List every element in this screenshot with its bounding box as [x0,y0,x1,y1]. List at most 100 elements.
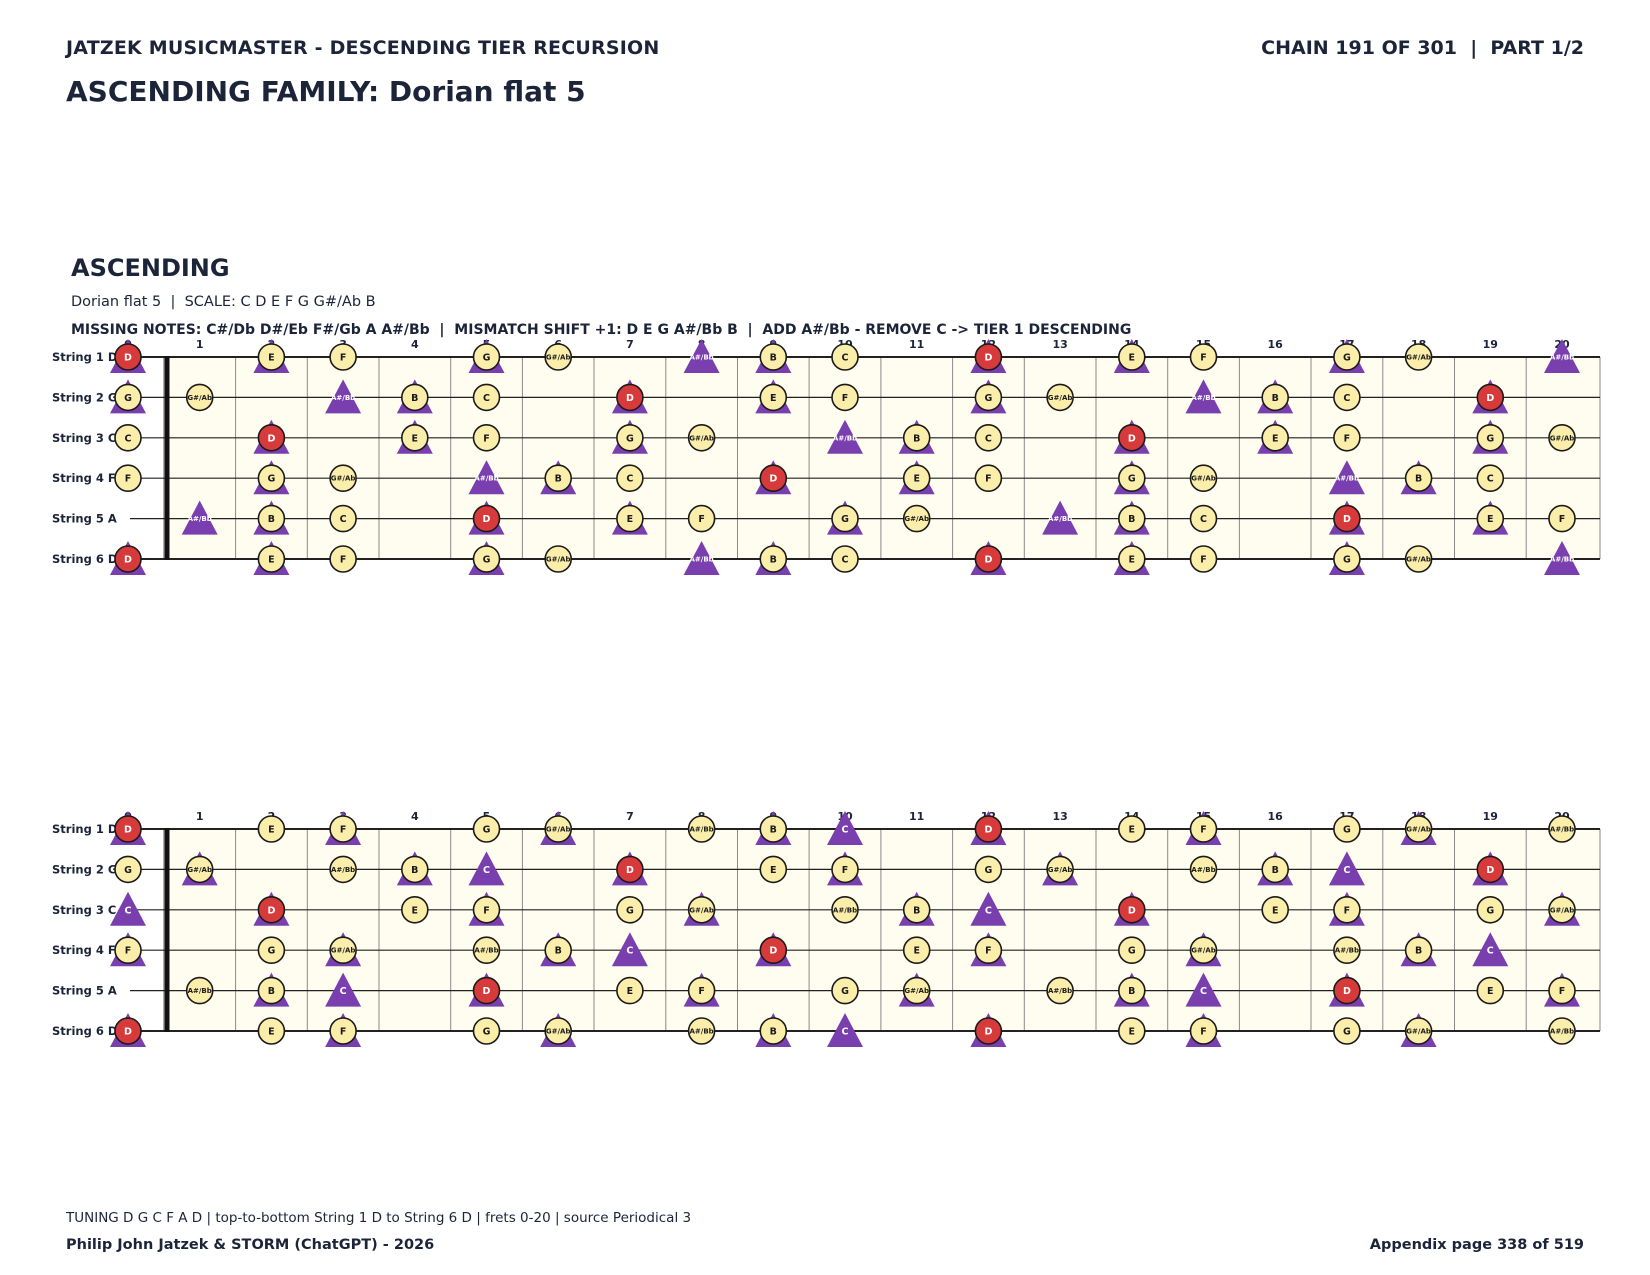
note-marker [257,936,286,964]
note-label: G [1486,433,1494,444]
note-c: C [114,424,142,452]
note-e: E [1118,815,1146,843]
note-marker [831,976,859,1005]
note-marker [1333,424,1361,452]
note-label: G [626,433,634,444]
note-marker [759,855,788,884]
note-marker [1548,976,1576,1005]
note-f: F [687,504,716,533]
note-label: F [698,986,705,997]
note-marker [544,545,573,573]
note-f: F [325,811,362,845]
note-label: C [1487,946,1494,957]
note-c: C [827,811,863,845]
note-label: G#/Ab [1048,866,1073,874]
note-label: A#/Bb [1335,947,1359,955]
note-label: E [913,474,920,485]
note-marker [1476,464,1505,492]
note-label: D [124,353,132,364]
fretboard-descending: String 1 D String 2 G String 3 C String 4 F… [52,810,1601,1047]
note-label: G#/Ab [1550,906,1575,914]
note-marker [114,464,142,492]
root-note-marker [1333,504,1361,533]
note-label: G [267,946,275,957]
family-title: ASCENDING FAMILY: Dorian flat 5 [66,75,586,108]
note-marker [472,815,501,843]
note-label: A#/Bb [188,515,212,523]
note-b: B [898,891,935,926]
note-gs-ab: G#/Ab [1400,811,1437,845]
note-label: C [340,514,347,525]
note-label: E [770,865,777,876]
note-g: G [970,379,1007,414]
note-marker [1548,424,1576,452]
note-b: B [1113,972,1150,1007]
root-note-marker [114,1017,142,1045]
note-g: G [611,419,648,454]
note-d: D [970,541,1007,575]
note-marker [616,424,644,452]
note-label: G#/Ab [1191,947,1216,955]
note-c: C [1472,932,1509,967]
note-label: E [1487,514,1494,525]
root-note-marker [472,976,501,1005]
note-label: G [1128,946,1136,957]
note-marker [1548,815,1576,843]
note-label: E [412,433,419,444]
triangle-marker [1185,972,1222,1007]
fret-number: 4 [411,338,419,351]
note-label: D [124,555,132,566]
triangle-marker [325,379,362,414]
note-b: B [396,851,433,886]
note-label: F [1200,1027,1207,1038]
note-label: A#/Bb [690,556,714,564]
note-marker [1189,815,1218,843]
note-marker [974,424,1003,452]
note-marker [974,464,1003,492]
string-label: String 3 C [52,431,116,445]
note-as-bb: A#/Bb [683,339,720,373]
note-marker [1476,896,1505,924]
board-background [167,829,1600,1031]
note-marker [544,1017,573,1045]
note-marker [472,896,501,924]
triangle-marker [1544,541,1580,575]
note-label: G#/Ab [1048,394,1073,402]
scale-line: Dorian flat 5 | SCALE: C D E F G G#/Ab B [71,294,376,310]
triangle-marker [1185,379,1222,414]
note-label: G#/Ab [1406,556,1431,564]
note-c: C [611,932,648,967]
note-label: F [985,474,992,485]
note-label: B [770,353,777,364]
note-b: B [540,932,577,967]
note-marker [687,1017,716,1045]
note-d: D [970,811,1007,845]
note-marker [1333,896,1361,924]
note-gs-ab: G#/Ab [329,464,357,492]
note-f: F [472,424,501,452]
note-marker [544,936,573,964]
note-as-bb: A#/Bb [1185,379,1222,414]
note-as-bb: A#/Bb [468,460,505,495]
note-marker [1118,545,1146,573]
note-marker [902,936,931,964]
note-b: B [1113,500,1150,535]
note-label: B [1128,986,1135,997]
missing-notes-line: MISSING NOTES: C#/Db D#/Eb F#/Gb A A#/Bb… [71,322,1132,338]
note-marker [1046,976,1074,1005]
note-label: A#/Bb [1335,475,1359,483]
note-label: G [483,555,491,566]
note-d: D [110,339,146,373]
note-marker [1548,504,1576,533]
note-label: G [1128,474,1136,485]
note-label: E [268,353,275,364]
note-g: G [1113,460,1150,495]
note-marker [1333,936,1361,964]
note-label: C [125,433,132,444]
note-b: B [755,541,792,575]
note-f: F [329,545,357,573]
note-marker [185,855,214,884]
note-label: G [1343,825,1351,836]
fret-number: 11 [909,338,924,351]
note-as-bb: A#/Bb [687,1017,716,1045]
